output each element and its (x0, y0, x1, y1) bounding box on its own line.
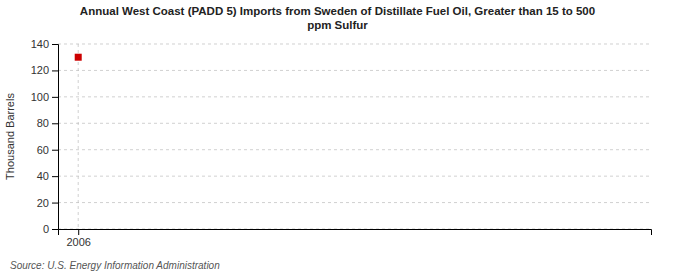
grid-line (58, 70, 651, 71)
x-axis: 2006 (59, 229, 652, 248)
grid-line (58, 176, 651, 177)
tick: 0 (43, 223, 58, 235)
tick-mark (52, 123, 58, 124)
tick-mark (52, 97, 58, 98)
tick-label: 60 (37, 144, 49, 156)
grid (58, 44, 651, 229)
tick-label: 0 (43, 223, 49, 235)
tick-mark (52, 229, 58, 230)
y-axis-label: Thousand Barrels (4, 93, 16, 180)
source: Source: U.S. Energy Information Administ… (10, 260, 220, 271)
tick-mark (52, 44, 58, 45)
tick-mark (78, 229, 79, 235)
points (75, 54, 82, 61)
tick-mark (52, 70, 58, 71)
grid-line (58, 202, 651, 203)
grid-line (58, 149, 651, 150)
tick-label: 20 (37, 197, 49, 209)
tick: 60 (37, 144, 58, 156)
plot: 2006 0 20 40 60 80 100 120 140 (31, 38, 652, 248)
title: Annual West Coast (PADD 5) Imports from … (80, 5, 595, 31)
grid-line (78, 44, 79, 229)
tick: 100 (31, 91, 58, 103)
tick: 2006 (66, 229, 90, 248)
tick-label: 120 (31, 64, 49, 76)
point (75, 54, 82, 61)
grid-line (58, 96, 651, 97)
grid-line (58, 123, 651, 124)
tick-label: 140 (31, 38, 49, 50)
tick: 120 (31, 64, 58, 76)
tick: 140 (31, 38, 58, 50)
title-line: ppm Sulfur (307, 19, 368, 31)
tick-label: 2006 (66, 236, 90, 248)
tick-label: 40 (37, 170, 49, 182)
tick-label: 80 (37, 117, 49, 129)
tick-mark (52, 150, 58, 151)
tick: 80 (37, 117, 58, 129)
y-axis: 0 20 40 60 80 100 120 140 (31, 38, 59, 235)
axis-line (52, 45, 59, 230)
tick-mark (52, 203, 58, 204)
tick-mark (52, 176, 58, 177)
title-line: Annual West Coast (PADD 5) Imports from … (80, 5, 595, 17)
grid-line (58, 44, 651, 45)
axis-line (59, 230, 652, 236)
chart: Annual West Coast (PADD 5) Imports from … (0, 0, 675, 275)
tick-label: 100 (31, 91, 49, 103)
tick: 20 (37, 197, 58, 209)
tick: 40 (37, 170, 58, 182)
